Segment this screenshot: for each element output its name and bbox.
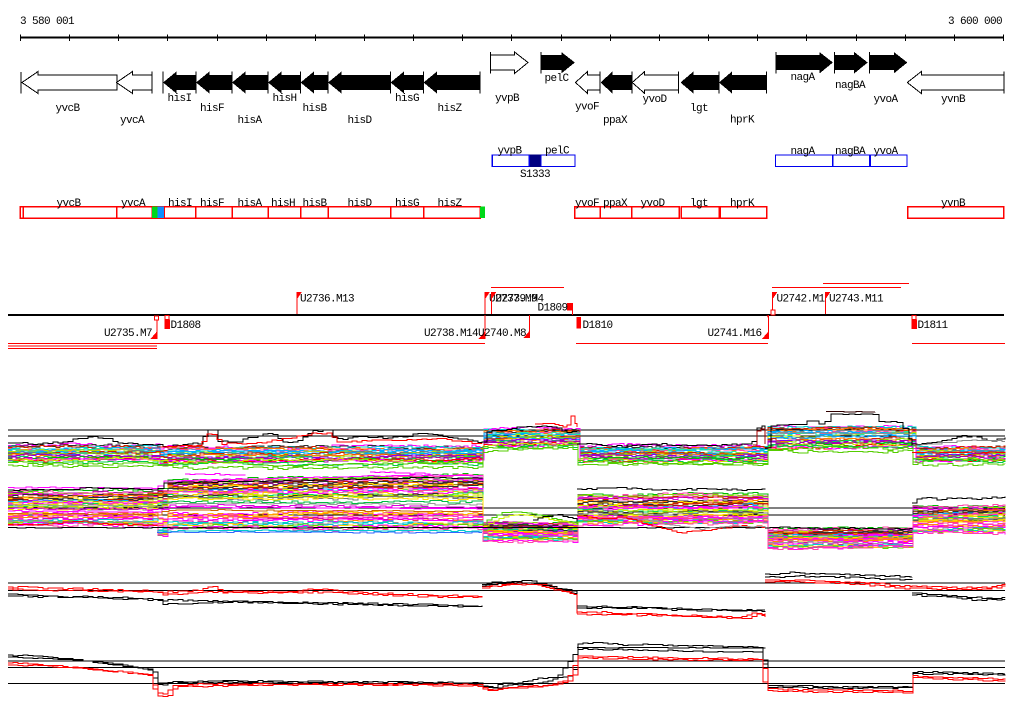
svg-text:U2741.M16: U2741.M16 [708,328,762,340]
svg-text:D1808: D1808 [171,320,201,332]
svg-text:3 600 000: 3 600 000 [948,16,1002,28]
svg-text:U2738.M14: U2738.M14 [424,328,479,340]
svg-text:hisA: hisA [238,115,263,127]
svg-text:yvoD: yvoD [641,198,666,210]
svg-text:hisB: hisB [303,103,328,115]
svg-text:yvcA: yvcA [121,198,146,210]
svg-text:yvoA: yvoA [874,146,899,158]
svg-text:U2735.M7: U2735.M7 [104,328,152,340]
svg-text:yvoD: yvoD [643,94,668,106]
svg-text:hisG: hisG [395,93,419,105]
svg-text:hprK: hprK [730,115,755,127]
svg-text:U2739.M4: U2739.M4 [496,294,545,306]
svg-text:nagBA: nagBA [835,146,866,158]
svg-text:nagBA: nagBA [835,80,866,92]
svg-text:hisH: hisH [273,93,297,105]
svg-text:hisF: hisF [200,103,224,115]
svg-text:lgt: lgt [690,103,708,115]
svg-text:hisZ: hisZ [438,198,463,210]
svg-text:yvnB: yvnB [941,94,966,106]
svg-text:D1810: D1810 [583,320,613,332]
svg-text:nagA: nagA [791,72,816,84]
svg-text:3 580 001: 3 580 001 [20,16,75,28]
svg-text:pelC: pelC [545,146,570,158]
svg-text:yvoA: yvoA [874,94,899,106]
svg-text:D1809: D1809 [538,303,568,315]
svg-text:yvcB: yvcB [56,103,81,115]
svg-text:lgt: lgt [690,198,708,210]
svg-text:hisH: hisH [271,198,295,210]
svg-text:S1333: S1333 [520,169,550,181]
svg-text:U2737.M9: U2737.M9 [489,294,537,306]
svg-text:hisZ: hisZ [438,103,463,115]
svg-text:hisF: hisF [200,198,224,210]
svg-text:U2742.M1: U2742.M1 [777,294,826,306]
svg-text:yvcB: yvcB [57,198,82,210]
svg-text:hisA: hisA [238,198,263,210]
svg-text:ppaX: ppaX [603,115,628,127]
svg-text:hprK: hprK [730,198,755,210]
svg-text:U2736.M13: U2736.M13 [300,294,354,306]
svg-text:pelC: pelC [545,73,570,85]
svg-text:nagA: nagA [791,146,816,158]
svg-text:yvoF: yvoF [575,102,599,114]
svg-text:hisD: hisD [348,198,373,210]
svg-text:yvpB: yvpB [498,146,523,158]
svg-text:hisG: hisG [395,198,419,210]
svg-text:U2743.M11: U2743.M11 [829,294,884,306]
svg-text:hisI: hisI [168,198,192,210]
svg-text:hisI: hisI [168,93,192,105]
svg-text:yvoF: yvoF [575,198,599,210]
svg-text:U2740.M8: U2740.M8 [478,328,526,340]
svg-text:hisB: hisB [303,198,328,210]
svg-text:yvnB: yvnB [941,198,966,210]
svg-text:yvcA: yvcA [120,115,145,127]
svg-text:D1811: D1811 [918,320,949,332]
svg-text:hisD: hisD [348,115,373,127]
svg-text:ppaX: ppaX [603,198,628,210]
svg-text:yvpB: yvpB [495,93,520,105]
